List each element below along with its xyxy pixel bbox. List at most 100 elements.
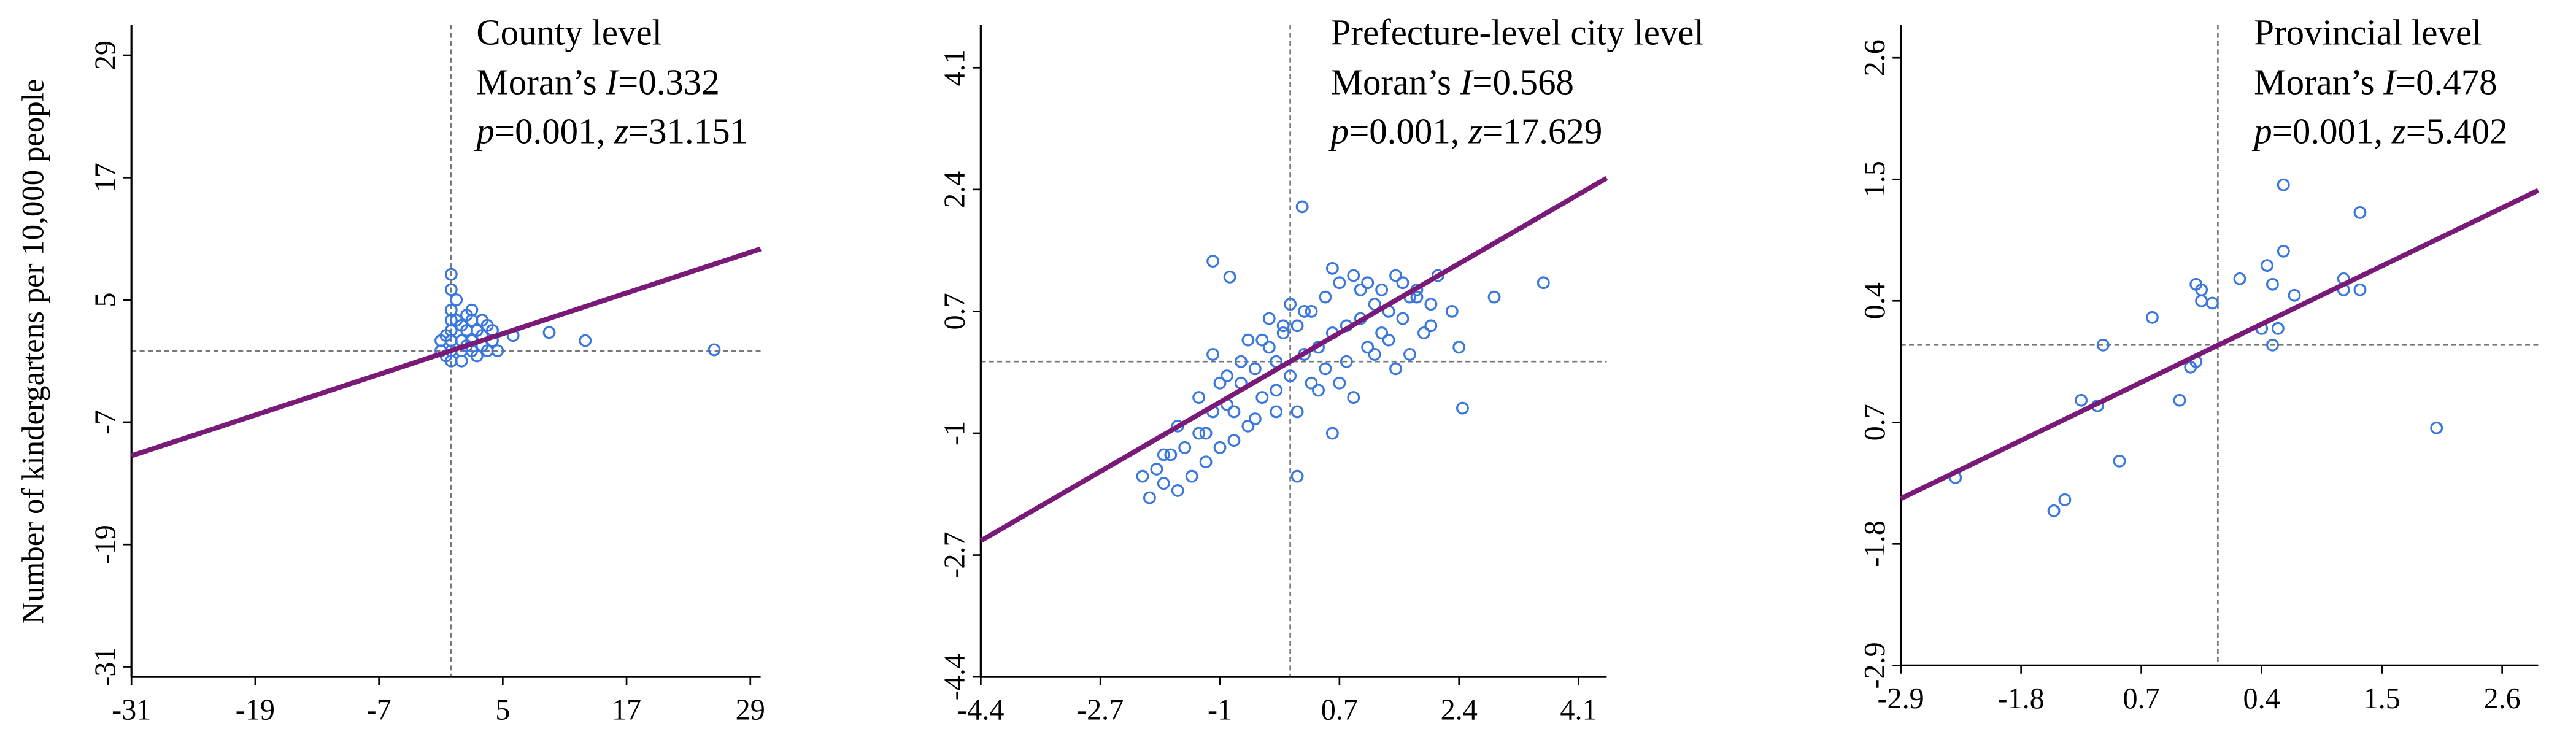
- point: [1192, 427, 1206, 440]
- y-tick-label: 5: [89, 293, 121, 307]
- y-tick-label: -1.8: [1859, 520, 1891, 567]
- point: [1305, 376, 1318, 390]
- point: [1347, 391, 1360, 404]
- point: [444, 268, 458, 281]
- x-tick-label: 1.5: [2364, 682, 2401, 715]
- point: [1452, 341, 1466, 354]
- point: [1178, 441, 1192, 454]
- point: [1199, 427, 1213, 440]
- trend-line: [979, 176, 1608, 543]
- point: [2146, 311, 2159, 324]
- x-tick-label: 2.4: [1441, 694, 1478, 727]
- x-tick-label: 0.7: [2123, 682, 2160, 715]
- point: [2266, 338, 2279, 352]
- annotation: Moran’s I=0.568: [1331, 62, 1574, 102]
- panel-title: County level: [476, 12, 662, 52]
- point: [1157, 477, 1170, 490]
- point: [1262, 341, 1276, 354]
- annotation: Moran’s I=0.478: [2254, 62, 2497, 102]
- point: [1157, 448, 1170, 461]
- trend-line: [130, 246, 762, 458]
- point: [2277, 178, 2290, 191]
- point: [1424, 319, 1438, 333]
- point: [1361, 341, 1375, 354]
- point: [2206, 296, 2219, 310]
- annotation: Moran’s I=0.332: [476, 62, 719, 102]
- point: [2096, 338, 2110, 352]
- y-tick-label: 0.4: [1859, 282, 1891, 319]
- point: [1487, 290, 1501, 304]
- point: [1417, 326, 1430, 339]
- y-tick-label: 2.4: [939, 171, 971, 208]
- point: [708, 343, 721, 357]
- y-tick-label: -2.9: [1859, 642, 1891, 689]
- point: [2173, 393, 2186, 407]
- point: [1284, 298, 1297, 311]
- point: [444, 283, 458, 296]
- point: [1396, 312, 1409, 325]
- point: [579, 334, 592, 347]
- point: [470, 349, 484, 363]
- point: [1368, 348, 1381, 361]
- point: [1255, 333, 1269, 347]
- point: [2288, 288, 2301, 302]
- point: [1295, 200, 1309, 214]
- point: [1445, 304, 1459, 318]
- x-tick-label: -31: [112, 694, 151, 727]
- point: [2195, 283, 2208, 296]
- point: [2266, 277, 2279, 291]
- point: [2047, 504, 2061, 517]
- x-tick-label: 29: [736, 694, 765, 727]
- point: [2430, 421, 2443, 434]
- point: [2271, 322, 2285, 335]
- point: [1270, 384, 1283, 397]
- point: [1456, 401, 1469, 415]
- point: [1241, 419, 1255, 433]
- x-tick-label: -2.9: [1877, 682, 1924, 715]
- point: [2353, 206, 2367, 219]
- y-tick-label: 1.5: [1859, 161, 1891, 198]
- point: [1290, 469, 1304, 483]
- point: [1248, 412, 1262, 426]
- point: [1305, 304, 1318, 318]
- x-tick-label: -4.4: [957, 694, 1004, 727]
- point: [1206, 348, 1220, 361]
- point: [2195, 294, 2208, 307]
- point: [2113, 454, 2126, 468]
- x-tick-label: 2.6: [2484, 682, 2521, 715]
- point: [1290, 319, 1304, 333]
- annotation: p=0.001, z=31.151: [474, 111, 748, 151]
- point: [1241, 333, 1255, 347]
- point: [2277, 244, 2290, 258]
- point: [1347, 269, 1360, 282]
- point: [1206, 255, 1220, 268]
- x-tick-label: -2.7: [1077, 694, 1124, 727]
- point: [1262, 312, 1276, 325]
- point: [1234, 355, 1248, 368]
- point: [1396, 276, 1409, 290]
- x-tick-label: 0.4: [2243, 682, 2280, 715]
- y-tick-label: -1: [939, 421, 971, 446]
- point: [1136, 469, 1149, 483]
- point: [1248, 362, 1262, 376]
- y-tick-label: 4.1: [939, 49, 971, 86]
- point: [542, 326, 556, 339]
- point: [1284, 369, 1297, 382]
- point: [2075, 393, 2088, 407]
- point: [1185, 469, 1198, 483]
- point: [1375, 326, 1389, 339]
- x-tick-label: -7: [367, 694, 391, 727]
- point: [1325, 427, 1339, 440]
- point: [1227, 434, 1241, 447]
- x-tick-label: 0.7: [1321, 694, 1358, 727]
- point: [1410, 290, 1424, 304]
- y-tick-label: -31: [89, 647, 121, 686]
- point: [1382, 333, 1395, 347]
- point: [2353, 283, 2367, 296]
- y-tick-label: -7: [89, 410, 121, 434]
- point: [1312, 384, 1325, 397]
- y-tick-label: 0.7: [1859, 404, 1891, 441]
- point: [1227, 405, 1241, 419]
- point: [1213, 376, 1227, 390]
